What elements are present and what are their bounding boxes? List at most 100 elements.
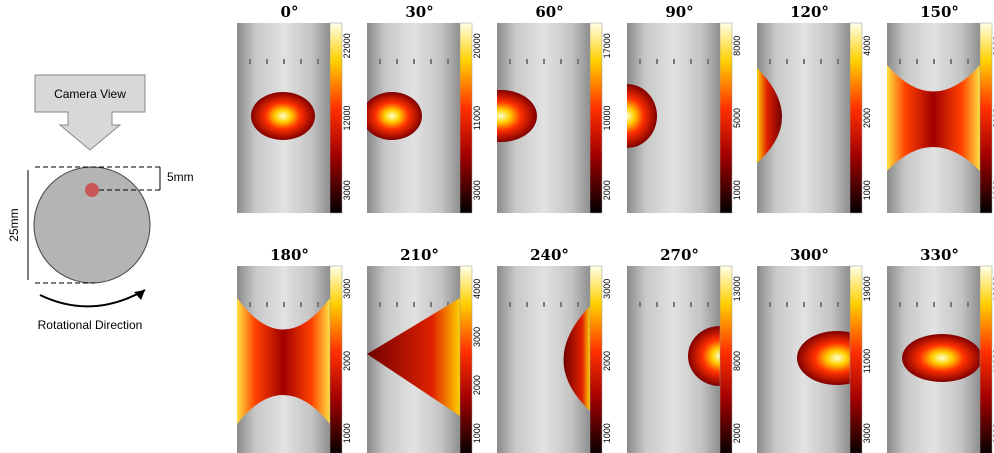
camera-label: Camera View xyxy=(54,87,126,101)
speck xyxy=(509,59,511,64)
speck xyxy=(249,59,251,64)
colorbar-label: 13000 xyxy=(732,276,742,301)
speck xyxy=(577,302,579,307)
speck xyxy=(899,59,901,64)
colorbar-label: 3000 xyxy=(472,180,482,200)
colorbar xyxy=(590,23,602,213)
speck xyxy=(639,59,641,64)
panel: 90°800050001000 xyxy=(597,3,742,213)
colorbar-label: 2000 xyxy=(732,423,742,443)
heat-region xyxy=(251,92,315,140)
speck xyxy=(690,59,692,64)
speck xyxy=(413,302,415,307)
speck xyxy=(837,302,839,307)
panel-title: 0° xyxy=(281,3,299,21)
speck xyxy=(543,59,545,64)
speck xyxy=(283,59,285,64)
colorbar-label: 2000 xyxy=(602,351,612,371)
colorbar-label: 3000 xyxy=(862,423,872,443)
colorbar-label: 12000 xyxy=(342,105,352,130)
speck xyxy=(769,59,771,64)
colorbar xyxy=(720,266,732,453)
speck xyxy=(379,302,381,307)
heatmap-image xyxy=(237,23,330,213)
speck xyxy=(916,302,918,307)
speck xyxy=(639,302,641,307)
colorbar-label: 3000 xyxy=(342,180,352,200)
colorbar-label: 1000 xyxy=(472,423,482,443)
colorbar xyxy=(980,266,992,453)
speck xyxy=(447,59,449,64)
colorbar-label: 1000 xyxy=(602,423,612,443)
speck xyxy=(916,59,918,64)
speck xyxy=(786,302,788,307)
colorbar-label: 1000 xyxy=(732,180,742,200)
panel-title: 30° xyxy=(405,3,433,21)
colorbar-label: 19000 xyxy=(862,276,872,301)
panel: 0° 22000 12000 3000 xyxy=(237,3,352,213)
speck xyxy=(283,302,285,307)
panel-title: 180° xyxy=(270,246,309,264)
heatmap-image xyxy=(465,23,590,213)
colorbar-label: 8000 xyxy=(732,351,742,371)
colorbar-label: 1000 xyxy=(862,180,872,200)
colorbar xyxy=(330,266,342,453)
panel: 300° 19000 11000 3000 xyxy=(757,246,877,453)
speck xyxy=(300,302,302,307)
speck xyxy=(950,302,952,307)
panel: 120°400020001000 xyxy=(757,3,872,213)
colorbar xyxy=(590,266,602,453)
speck xyxy=(967,59,969,64)
speck xyxy=(673,302,675,307)
colorbar-label: 4000 xyxy=(862,36,872,56)
heatmap-image xyxy=(597,23,720,213)
speck xyxy=(317,302,319,307)
colorbar xyxy=(720,23,732,213)
colorbar xyxy=(460,23,472,213)
speck xyxy=(950,59,952,64)
speck xyxy=(300,59,302,64)
heatmap-image xyxy=(362,23,460,213)
heatmap-image xyxy=(237,266,330,453)
panel-title: 300° xyxy=(790,246,829,264)
panel: 210°4000300020001000 xyxy=(367,246,482,453)
figure: Camera View 5mm 25mm Rotational Directio… xyxy=(0,0,994,453)
diameter-label: 25mm xyxy=(7,208,21,241)
speck xyxy=(769,302,771,307)
colorbar-label: 11000 xyxy=(472,106,482,130)
source-dot xyxy=(85,183,99,197)
panel-title: 240° xyxy=(530,246,569,264)
colorbar xyxy=(460,266,472,453)
speck xyxy=(266,302,268,307)
colorbar-label: 17000 xyxy=(602,33,612,58)
colorbar-label: 2000 xyxy=(602,180,612,200)
speck xyxy=(803,302,805,307)
heatmap-image xyxy=(497,266,590,453)
speck xyxy=(933,59,935,64)
heatmap-image xyxy=(367,266,460,453)
speck xyxy=(967,302,969,307)
colorbar-label: 11000 xyxy=(862,349,872,373)
setup-diagram: Camera View 5mm 25mm Rotational Directio… xyxy=(7,75,194,332)
colorbar-label: 2000 xyxy=(342,351,352,371)
speck xyxy=(266,59,268,64)
speck xyxy=(396,59,398,64)
speck xyxy=(707,302,709,307)
speck xyxy=(509,302,511,307)
speck xyxy=(543,302,545,307)
speck xyxy=(656,302,658,307)
colorbar-label: 20000 xyxy=(472,33,482,58)
rotation-arrow xyxy=(40,290,145,306)
speck xyxy=(820,59,822,64)
colorbar-label: 22000 xyxy=(342,33,352,58)
panel-title: 90° xyxy=(665,3,693,21)
panel-title: 330° xyxy=(920,246,959,264)
speck xyxy=(560,59,562,64)
colorbar xyxy=(850,266,862,453)
panel: 240°300020001000 xyxy=(497,246,612,453)
colorbar-label: 2000 xyxy=(862,108,872,128)
panel: 30° 20000 11000 3000 xyxy=(362,3,482,213)
heat-region xyxy=(362,92,422,140)
colorbar xyxy=(980,23,992,213)
